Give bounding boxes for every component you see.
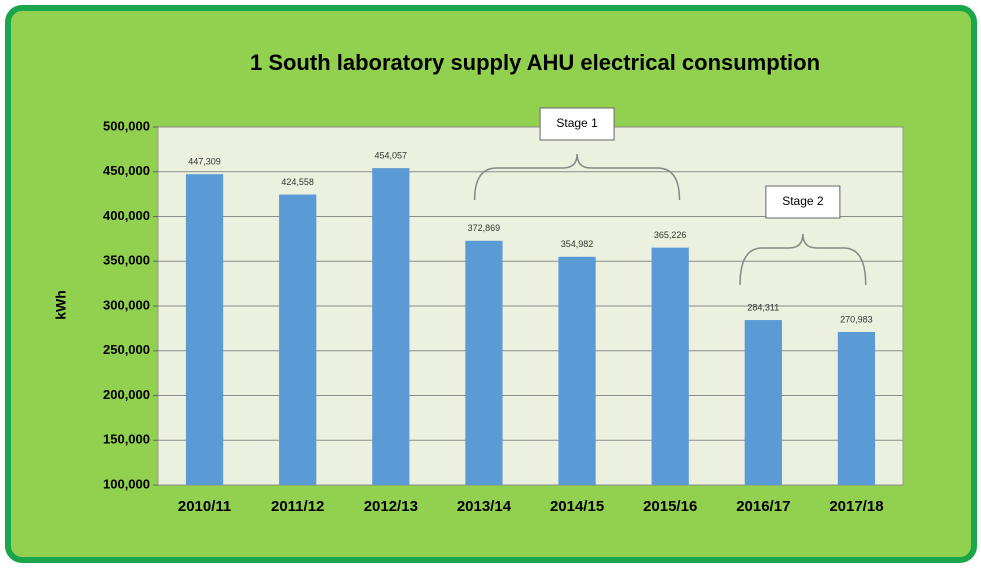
x-tick-label: 2012/13 xyxy=(364,498,418,515)
y-tick-label: 350,000 xyxy=(103,253,150,268)
value-label: 424,558 xyxy=(281,177,314,187)
bar xyxy=(372,168,410,485)
y-tick-label: 400,000 xyxy=(103,208,150,223)
y-tick-label: 450,000 xyxy=(103,163,150,178)
bar xyxy=(279,194,317,486)
x-tick-label: 2015/16 xyxy=(643,498,697,515)
y-tick-label: 300,000 xyxy=(103,297,150,312)
bar xyxy=(185,174,224,485)
y-tick-label: 500,000 xyxy=(103,118,150,133)
value-label: 447,309 xyxy=(188,157,221,167)
x-tick-label: 2014/15 xyxy=(550,498,604,515)
bar xyxy=(465,240,503,485)
bar xyxy=(651,247,689,485)
value-label: 372,869 xyxy=(468,223,501,233)
value-label: 284,311 xyxy=(747,302,779,312)
x-tick-label: 2016/17 xyxy=(736,498,790,515)
bracket xyxy=(739,233,867,286)
y-tick-label: 100,000 xyxy=(103,476,150,491)
y-axis-label: kWh xyxy=(53,290,69,320)
value-label: 454,057 xyxy=(375,150,408,160)
x-tick-label: 2011/12 xyxy=(271,498,324,515)
bar xyxy=(837,331,876,485)
y-tick-label: 200,000 xyxy=(103,387,150,402)
annotation: Stage 2 xyxy=(782,194,824,208)
y-tick-label: 150,000 xyxy=(103,432,150,447)
x-tick-label: 2017/18 xyxy=(829,498,883,515)
x-tick-label: 2010/11 xyxy=(178,498,231,515)
bracket xyxy=(473,153,681,201)
chart-title: 1 South laboratory supply AHU electrical… xyxy=(250,50,820,75)
value-label: 365,226 xyxy=(654,230,687,240)
value-label: 270,983 xyxy=(840,314,873,324)
bar xyxy=(744,320,782,485)
bar xyxy=(558,256,596,485)
annotation-box xyxy=(765,185,841,219)
y-tick-label: 250,000 xyxy=(103,342,150,357)
annotation-box xyxy=(539,107,615,141)
x-tick-label: 2013/14 xyxy=(457,498,512,515)
value-label: 354,982 xyxy=(561,239,594,249)
annotation: Stage 1 xyxy=(556,116,598,130)
